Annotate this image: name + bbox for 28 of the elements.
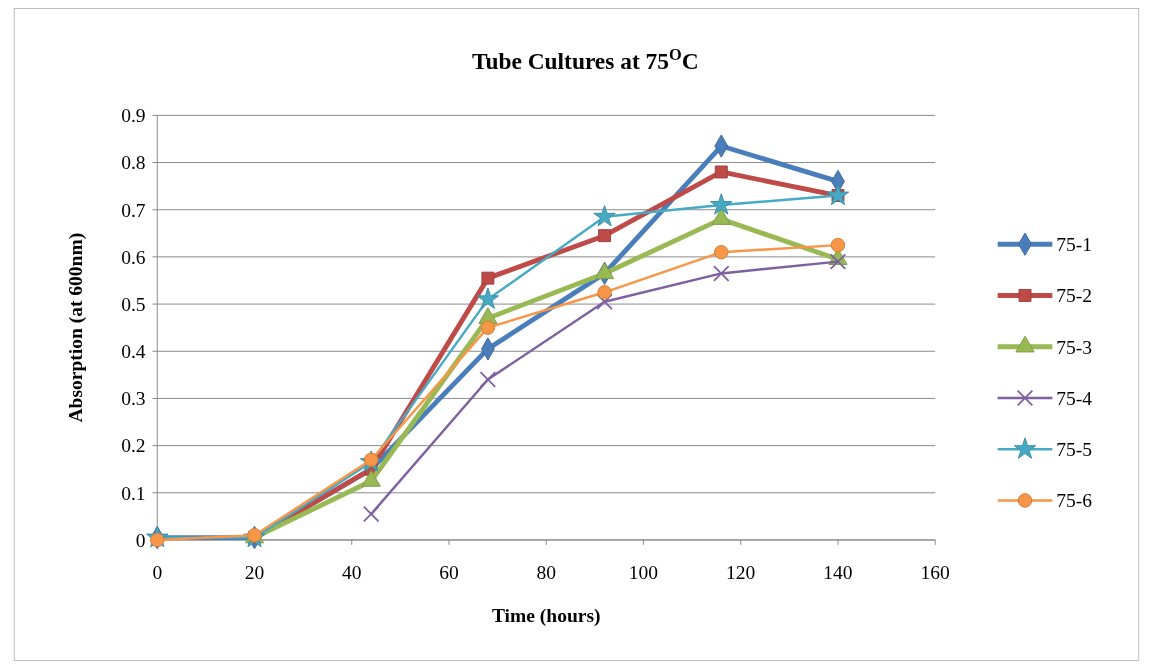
x-tick-label: 120 xyxy=(726,562,756,584)
y-tick-label: 0.3 xyxy=(121,388,146,410)
y-tick-label: 0.8 xyxy=(121,152,146,174)
y-tick-label: 0.4 xyxy=(121,341,146,363)
x-tick-label: 0 xyxy=(152,562,163,584)
chart-title: Tube Cultures at 75$^{O}$C xyxy=(471,44,699,74)
y-tick-label: 0.1 xyxy=(121,482,146,504)
y-tick-label: 0.9 xyxy=(121,105,146,127)
x-axis-title: Time (hours) xyxy=(491,604,601,627)
legend-label: 75-2 xyxy=(1056,285,1093,307)
legend-label: 75-1 xyxy=(1056,234,1093,256)
x-tick-label: 60 xyxy=(439,562,459,584)
y-tick-label: 0.2 xyxy=(121,435,146,457)
x-tick-label: 20 xyxy=(244,562,265,584)
legend-label: 75-5 xyxy=(1056,439,1093,461)
y-tick-label: 0.6 xyxy=(121,246,146,268)
y-tick-label: 0.7 xyxy=(121,199,146,221)
legend-label: 75-4 xyxy=(1056,387,1093,409)
y-tick-label: 0 xyxy=(135,529,146,551)
y-tick-label: 0.5 xyxy=(121,293,146,315)
legend-label: 75-3 xyxy=(1056,336,1093,358)
x-tick-label: 80 xyxy=(536,562,557,584)
x-tick-label: 160 xyxy=(920,562,951,584)
x-tick-label: 140 xyxy=(823,562,853,584)
legend-label: 75-6 xyxy=(1056,490,1093,512)
y-axis-title: Absorption (at 600nm) xyxy=(65,232,88,423)
x-tick-label: 40 xyxy=(342,562,362,584)
x-tick-label: 100 xyxy=(628,562,659,584)
